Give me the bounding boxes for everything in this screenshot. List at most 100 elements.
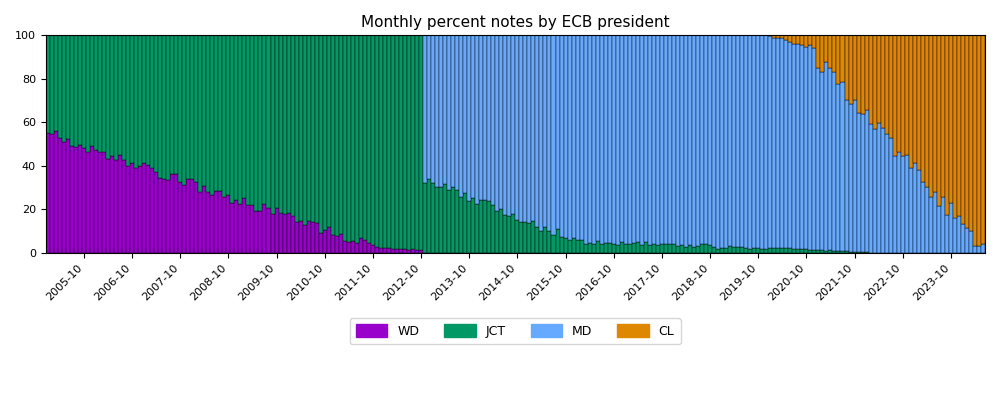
Bar	[319, 35, 323, 233]
Bar	[359, 238, 363, 253]
Bar	[620, 35, 624, 242]
Bar	[226, 35, 230, 196]
Bar	[885, 35, 889, 134]
Bar	[596, 35, 600, 241]
Bar	[347, 242, 351, 253]
Bar	[106, 35, 110, 159]
Bar	[672, 35, 676, 244]
Bar	[624, 35, 628, 244]
Bar	[146, 165, 150, 253]
Bar	[90, 35, 94, 146]
Bar	[467, 35, 471, 201]
Bar	[977, 246, 981, 253]
Bar	[869, 35, 873, 124]
Bar	[724, 248, 728, 253]
Bar	[632, 35, 636, 243]
Bar	[772, 35, 776, 38]
Bar	[644, 35, 648, 242]
Bar	[158, 178, 162, 253]
Bar	[564, 35, 568, 238]
Bar	[840, 251, 845, 253]
Bar	[600, 244, 604, 253]
Bar	[262, 35, 266, 204]
Bar	[760, 35, 764, 249]
Bar	[648, 245, 652, 253]
Bar	[656, 245, 660, 253]
Bar	[50, 134, 54, 253]
Bar	[756, 35, 760, 248]
Bar	[451, 187, 455, 253]
Bar	[897, 35, 901, 152]
Bar	[588, 243, 592, 253]
Bar	[796, 44, 800, 249]
Bar	[624, 244, 628, 253]
Bar	[283, 35, 287, 214]
Bar	[423, 35, 427, 182]
Bar	[652, 35, 656, 244]
Bar	[371, 35, 375, 245]
Bar	[367, 244, 371, 253]
Bar	[246, 205, 250, 253]
Bar	[824, 62, 828, 250]
Bar	[620, 242, 624, 253]
Bar	[700, 244, 704, 253]
Bar	[961, 35, 965, 224]
Bar	[527, 224, 531, 253]
Bar	[166, 180, 170, 253]
Bar	[660, 35, 664, 244]
Bar	[792, 249, 796, 253]
Bar	[315, 223, 319, 253]
Bar	[218, 35, 222, 191]
Bar	[800, 249, 804, 253]
Bar	[764, 249, 768, 253]
Bar	[134, 35, 138, 168]
Bar	[768, 36, 772, 248]
Bar	[840, 35, 845, 82]
Bar	[539, 35, 543, 231]
Bar	[756, 248, 760, 253]
Bar	[58, 35, 62, 138]
Bar	[319, 233, 323, 253]
Bar	[873, 35, 877, 129]
Bar	[788, 35, 792, 42]
Bar	[178, 182, 182, 253]
Bar	[299, 221, 303, 253]
Bar	[584, 244, 588, 253]
Bar	[234, 35, 238, 200]
Bar	[162, 35, 166, 178]
Bar	[295, 222, 299, 253]
Bar	[287, 35, 291, 213]
Bar	[969, 231, 973, 253]
Bar	[965, 35, 969, 228]
Bar	[945, 35, 949, 215]
Bar	[543, 35, 547, 227]
Bar	[174, 174, 178, 253]
Bar	[804, 35, 808, 48]
Bar	[94, 35, 98, 150]
Bar	[82, 35, 86, 148]
Bar	[824, 35, 828, 62]
Bar	[845, 251, 849, 253]
Bar	[459, 35, 463, 197]
Bar	[190, 35, 194, 179]
Bar	[604, 243, 608, 253]
Bar	[487, 201, 491, 253]
Bar	[435, 187, 439, 253]
Bar	[323, 230, 327, 253]
Bar	[311, 222, 315, 253]
Bar	[556, 229, 560, 253]
Bar	[981, 244, 985, 253]
Bar	[198, 35, 202, 192]
Bar	[608, 35, 612, 243]
Bar	[222, 197, 226, 253]
Bar	[877, 35, 881, 123]
Bar	[925, 187, 929, 253]
Bar	[419, 250, 423, 253]
Bar	[202, 35, 206, 186]
Bar	[214, 35, 218, 191]
Bar	[242, 35, 246, 198]
Bar	[836, 252, 840, 253]
Bar	[419, 35, 423, 250]
Bar	[54, 35, 58, 131]
Bar	[483, 35, 487, 200]
